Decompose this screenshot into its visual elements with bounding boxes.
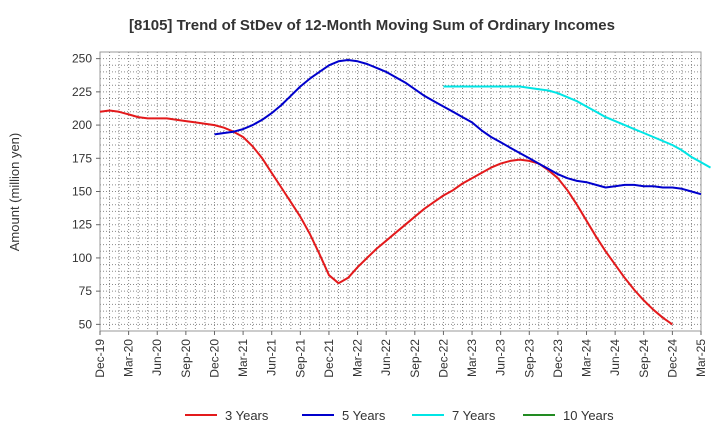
x-tick-label: Sep-23 [522,339,536,378]
y-tick-label: 250 [72,52,92,66]
series-lines [99,59,711,326]
x-tick-label: Dec-19 [93,339,107,378]
series-line-5-years [214,59,702,196]
x-tick-label: Jun-23 [494,339,508,376]
legend-label-10-years: 10 Years [563,408,614,423]
x-tick-label: Mar-23 [465,339,479,377]
x-axis: Dec-19 Mar-20 Jun-20 Sep-20 Dec-20 Mar-21 Jun-… [93,331,708,378]
y-tick-label: 150 [72,185,92,199]
x-tick-label: Sep-21 [293,339,307,378]
legend-label-3-years: 3 Years [225,408,269,423]
x-tick-label: Jun-21 [265,339,279,376]
x-tick-label: Mar-20 [122,339,136,377]
x-tick-label: Dec-20 [207,339,221,378]
x-tick-label: Sep-24 [637,339,651,378]
x-tick-label: Jun-24 [608,339,622,376]
legend: 3 Years 5 Years 7 Years 10 Years [185,408,614,423]
y-tick-label: 225 [72,85,92,99]
y-axis-label: Amount (million yen) [7,133,22,252]
series-line-3-years [99,109,673,326]
x-tick-label: Dec-24 [665,339,679,378]
legend-label-5-years: 5 Years [342,408,386,423]
x-tick-label: Mar-22 [351,339,365,377]
x-tick-label: Jun-20 [150,339,164,376]
y-axis: 50 75 100 125 150 175 200 225 250 [72,52,100,331]
y-tick-label: 200 [72,118,92,132]
legend-label-7-years: 7 Years [452,408,496,423]
x-tick-label: Mar-21 [236,339,250,377]
x-tick-label: Dec-21 [322,339,336,378]
x-tick-label: Dec-23 [551,339,565,378]
y-tick-label: 175 [72,151,92,165]
x-tick-label: Dec-22 [436,339,450,378]
x-tick-label: Mar-25 [694,339,708,377]
y-tick-label: 75 [79,284,93,298]
x-tick-label: Jun-22 [379,339,393,376]
y-tick-label: 50 [79,317,93,331]
gridlines [100,52,701,331]
x-tick-label: Sep-20 [179,339,193,378]
x-tick-label: Mar-24 [580,339,594,377]
series-line-7-years [443,85,711,169]
chart-title: [8105] Trend of StDev of 12-Month Moving… [129,17,615,34]
y-tick-label: 125 [72,218,92,232]
x-tick-label: Sep-22 [408,339,422,378]
y-tick-label: 100 [72,251,92,265]
